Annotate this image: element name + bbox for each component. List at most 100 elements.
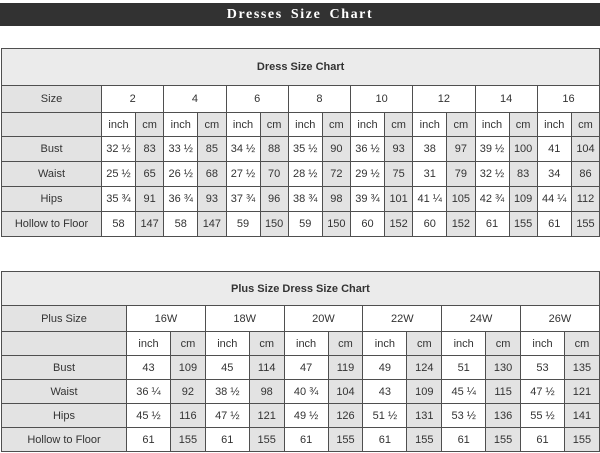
measurement-row-label: Waist xyxy=(1,161,102,187)
value-cell-inch: 40 ¾ xyxy=(283,379,329,404)
size-column-header: 8 xyxy=(287,85,352,113)
unit-header-inch: inch xyxy=(474,112,510,137)
value-cell-cm: 116 xyxy=(170,403,206,428)
value-cell-cm: 90 xyxy=(321,136,352,162)
value-cell-cm: 155 xyxy=(570,211,600,237)
unit-header-cm: cm xyxy=(248,331,285,356)
size-column-header: 6 xyxy=(225,85,289,113)
unit-header-cm: cm xyxy=(570,112,600,137)
unit-header-inch: inch xyxy=(441,331,487,356)
spacer xyxy=(0,26,600,48)
value-cell-cm: 109 xyxy=(508,186,538,212)
value-cell-cm: 105 xyxy=(446,186,476,212)
value-cell-cm: 83 xyxy=(134,136,165,162)
value-cell-inch: 49 ½ xyxy=(283,403,329,428)
value-cell-cm: 109 xyxy=(406,379,443,404)
value-cell-inch: 38 xyxy=(412,136,448,162)
unit-header-cm: cm xyxy=(383,112,414,137)
plus-size-chart-table-slot: Plus Size Dress Size Chart Plus Size 16W 18… xyxy=(1,271,600,452)
unit-header-cm: cm xyxy=(406,331,443,356)
unit-header-inch: inch xyxy=(225,112,261,137)
value-cell-cm: 70 xyxy=(259,161,289,187)
value-cell-cm: 124 xyxy=(406,355,443,380)
value-cell-cm: 98 xyxy=(248,379,285,404)
unit-header-cm: cm xyxy=(134,112,165,137)
unit-header-row: inch cm inch cm inch cm inch cm inch cm inch cm inch… xyxy=(1,112,600,137)
unit-header-cm: cm xyxy=(485,331,521,356)
value-cell-inch: 61 xyxy=(441,427,487,452)
unit-header-inch: inch xyxy=(536,112,572,137)
value-cell-inch: 59 xyxy=(225,211,261,237)
unit-header-inch: inch xyxy=(412,112,448,137)
value-cell-inch: 41 ¼ xyxy=(412,186,448,212)
value-cell-cm: 97 xyxy=(446,136,476,162)
value-cell-inch: 36 ¾ xyxy=(163,186,199,212)
value-cell-inch: 34 xyxy=(536,161,572,187)
unit-header-cm: cm xyxy=(259,112,289,137)
unit-header-inch: inch xyxy=(362,331,408,356)
unit-header-inch: inch xyxy=(101,112,136,137)
value-cell-inch: 61 xyxy=(126,427,171,452)
value-cell-cm: 86 xyxy=(570,161,600,187)
unit-header-inch: inch xyxy=(287,112,323,137)
value-cell-inch: 61 xyxy=(474,211,510,237)
unit-header-inch: inch xyxy=(126,331,171,356)
size-column-header: 22W xyxy=(362,305,443,332)
value-cell-inch: 51 xyxy=(441,355,487,380)
value-cell-cm: 83 xyxy=(508,161,538,187)
value-cell-inch: 61 xyxy=(519,427,565,452)
value-cell-inch: 44 ¼ xyxy=(536,186,572,212)
measurement-row: Hollow to Floor 61 155 61 155 61 155 61 155 61 155… xyxy=(1,427,600,452)
measurement-row: Hips 45 ½ 116 47 ½ 121 49 ½ 126 51 ½ 131 53 ½ 136 5… xyxy=(1,403,600,428)
corner-label: Size xyxy=(1,85,102,113)
value-cell-cm: 88 xyxy=(259,136,289,162)
value-cell-inch: 47 xyxy=(283,355,329,380)
value-cell-inch: 29 ½ xyxy=(350,161,385,187)
value-cell-inch: 42 ¾ xyxy=(474,186,510,212)
value-cell-inch: 61 xyxy=(204,427,250,452)
unit-header-inch: inch xyxy=(350,112,385,137)
value-cell-inch: 36 ½ xyxy=(350,136,385,162)
value-cell-cm: 75 xyxy=(383,161,414,187)
value-cell-cm: 135 xyxy=(563,355,600,380)
value-cell-inch: 38 ¾ xyxy=(287,186,323,212)
unit-header-inch: inch xyxy=(519,331,565,356)
value-cell-inch: 41 xyxy=(536,136,572,162)
size-chart-page: { "header": { "title": "Dresses Size Cha… xyxy=(0,3,600,453)
value-cell-cm: 150 xyxy=(321,211,352,237)
unit-header-cm: cm xyxy=(508,112,538,137)
value-cell-cm: 131 xyxy=(406,403,443,428)
spacer xyxy=(1,237,599,271)
size-column-header: 2 xyxy=(100,85,165,113)
unit-row-empty-cell xyxy=(1,331,127,356)
value-cell-inch: 38 ½ xyxy=(204,379,250,404)
value-cell-inch: 43 xyxy=(126,355,171,380)
value-cell-cm: 93 xyxy=(383,136,414,162)
unit-header-row: inch cm inch cm inch cm inch cm inch cm inch cm xyxy=(1,331,600,356)
value-cell-inch: 28 ½ xyxy=(287,161,323,187)
value-cell-inch: 36 ¼ xyxy=(126,379,171,404)
value-cell-inch: 61 xyxy=(362,427,408,452)
value-cell-inch: 27 ½ xyxy=(225,161,261,187)
unit-header-cm: cm xyxy=(170,331,206,356)
unit-header-cm: cm xyxy=(446,112,476,137)
value-cell-inch: 45 ½ xyxy=(126,403,171,428)
table-title-row: Dress Size Chart xyxy=(0,48,600,86)
measurement-row-label: Hollow to Floor xyxy=(1,211,102,237)
value-cell-cm: 109 xyxy=(170,355,206,380)
value-cell-inch: 33 ½ xyxy=(163,136,199,162)
value-cell-cm: 141 xyxy=(563,403,600,428)
value-cell-inch: 53 xyxy=(519,355,565,380)
measurement-row-label: Waist xyxy=(1,379,127,404)
value-cell-inch: 49 xyxy=(362,355,408,380)
size-column-header: 4 xyxy=(163,85,227,113)
value-cell-cm: 152 xyxy=(383,211,414,237)
measurement-row-label: Hips xyxy=(1,403,127,428)
value-cell-inch: 60 xyxy=(350,211,385,237)
value-cell-inch: 55 ½ xyxy=(519,403,565,428)
measurement-row-label: Hollow to Floor xyxy=(1,427,127,452)
value-cell-cm: 155 xyxy=(327,427,364,452)
size-column-header: 18W xyxy=(204,305,285,332)
tables-area: Dress Size Chart Size 2 4 6 8 10 12 14 16 inch cm in… xyxy=(0,48,600,452)
